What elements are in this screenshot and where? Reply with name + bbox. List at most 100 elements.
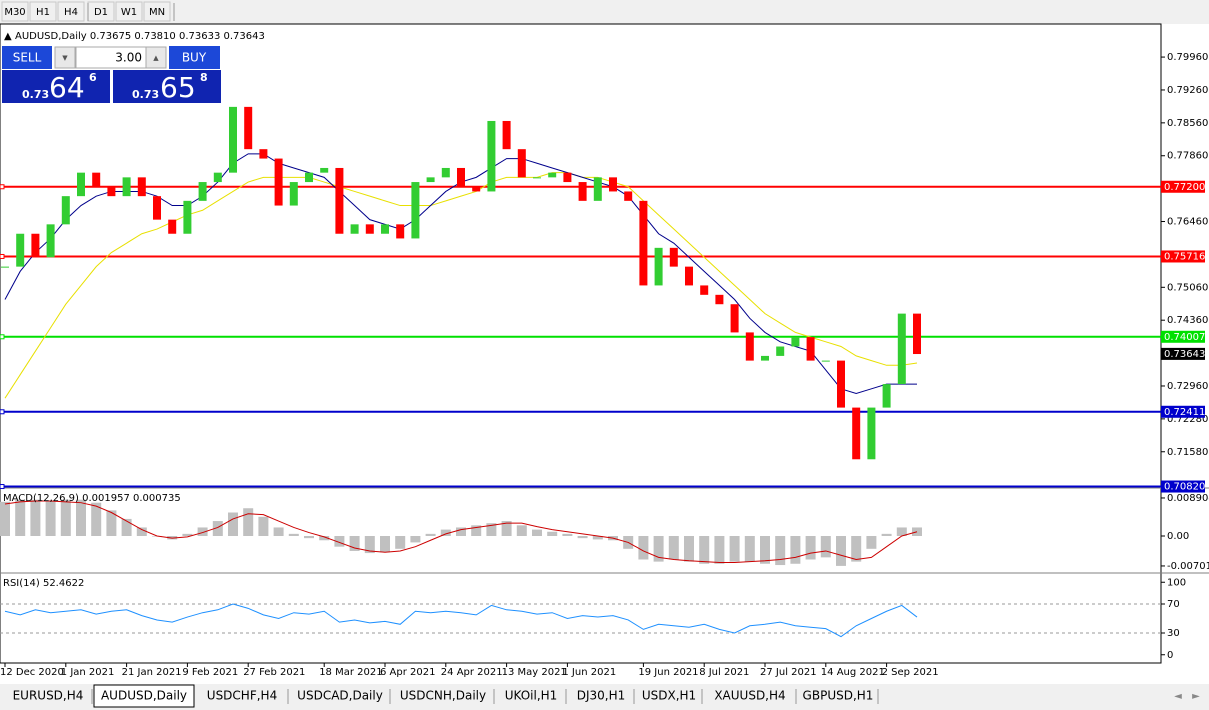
timeframe-button[interactable] xyxy=(57,1,85,22)
tab[interactable] xyxy=(290,687,390,706)
tab[interactable] xyxy=(496,687,566,706)
macd-bar xyxy=(440,529,451,537)
macd-bar xyxy=(653,536,664,562)
tab[interactable] xyxy=(392,687,494,706)
candle xyxy=(472,186,481,192)
tab[interactable] xyxy=(798,687,878,706)
timeframe-label[interactable]: H4 xyxy=(64,7,78,18)
tab[interactable] xyxy=(196,687,288,706)
y-tick-label: 0 xyxy=(1167,650,1173,661)
candle xyxy=(548,172,557,178)
y-tick-label: -0.007013 xyxy=(1167,561,1209,572)
x-tick-label: 27 Jul 2021 xyxy=(760,667,817,678)
tab-label[interactable]: XAUUSD,H4 xyxy=(714,689,785,703)
tab[interactable] xyxy=(568,687,634,706)
qty-up[interactable] xyxy=(145,46,167,69)
price-level-handle[interactable] xyxy=(0,253,5,259)
x-tick-label: 18 Mar 2021 xyxy=(319,667,382,678)
y-tick-label: 0.75060 xyxy=(1167,282,1208,293)
header-arrow: ▲ xyxy=(4,31,12,42)
macd-bar xyxy=(334,536,345,547)
tab[interactable] xyxy=(636,687,702,706)
macd-bar xyxy=(805,536,816,560)
y-tick-label: 0.77860 xyxy=(1167,151,1208,162)
candle xyxy=(624,191,633,201)
buy-label[interactable]: BUY xyxy=(182,51,207,65)
ask-box[interactable] xyxy=(113,70,221,103)
timeframe-button[interactable] xyxy=(143,1,171,22)
tab-label[interactable]: UKOil,H1 xyxy=(505,689,558,703)
qty-value[interactable]: 3.00 xyxy=(115,51,142,65)
macd-bar xyxy=(395,536,406,549)
candle xyxy=(837,360,845,408)
trade-panel: SELL ▼ 3.00 ▲ BUY 0.73 64 6 0.73 65 8 xyxy=(2,46,221,104)
price-level-handle[interactable] xyxy=(0,184,5,190)
sell-button[interactable] xyxy=(2,46,52,69)
y-tick-label: 0.72960 xyxy=(1167,381,1208,392)
y-tick-label: 70 xyxy=(1167,599,1180,610)
macd-bar xyxy=(851,536,862,562)
ask-prefix: 0.73 xyxy=(132,88,159,101)
macd-bar xyxy=(288,533,299,537)
candle xyxy=(821,360,830,362)
macd-bar xyxy=(197,527,208,537)
current-price-label: 0.73643 xyxy=(1164,349,1205,360)
y-tick-label: 0.79960 xyxy=(1167,52,1208,63)
timeframe-label[interactable]: M30 xyxy=(4,7,25,18)
tab-label[interactable]: USDCNH,Daily xyxy=(400,689,486,703)
macd-bar xyxy=(638,536,649,560)
qty-down[interactable] xyxy=(54,46,76,69)
macd-bar xyxy=(592,536,603,540)
tab-scroll-right[interactable]: ► xyxy=(1192,691,1200,702)
macd-bar xyxy=(471,525,482,537)
macd-bar xyxy=(486,523,497,537)
qty-down-icon: ▼ xyxy=(62,54,68,62)
tab[interactable] xyxy=(93,684,195,708)
timeframe-label[interactable]: MN xyxy=(149,7,165,18)
y-tick-label: 30 xyxy=(1167,628,1180,639)
timeframe-label[interactable]: W1 xyxy=(121,7,137,18)
tab-label[interactable]: EURUSD,H4 xyxy=(13,689,84,703)
timeframe-button[interactable] xyxy=(115,1,143,22)
timeframe-label[interactable]: D1 xyxy=(94,7,108,18)
candle xyxy=(715,294,724,305)
candle xyxy=(791,337,800,347)
candle xyxy=(46,224,55,258)
current-price-tag xyxy=(1161,347,1205,360)
price-level-handle[interactable] xyxy=(0,409,5,415)
candle xyxy=(897,313,906,385)
timeframe-button[interactable] xyxy=(1,1,29,22)
price-level-handle[interactable] xyxy=(0,334,5,340)
macd-bar xyxy=(896,527,907,537)
macd-bar xyxy=(547,531,558,537)
candle xyxy=(411,182,420,239)
macd-bar xyxy=(121,518,132,537)
x-tick-label: 19 Jun 2021 xyxy=(638,667,698,678)
macd-bar xyxy=(562,533,573,537)
timeframe-label[interactable]: H1 xyxy=(36,7,50,18)
tab-label[interactable]: DJ30,H1 xyxy=(577,689,626,703)
tab-label[interactable]: USDCAD,Daily xyxy=(297,689,383,703)
macd-bar xyxy=(380,536,390,553)
buy-button[interactable] xyxy=(169,46,220,69)
price-level-handle[interactable] xyxy=(0,484,5,490)
bid-box[interactable] xyxy=(2,70,110,103)
tab-label[interactable]: AUDUSD,Daily xyxy=(101,689,187,703)
candle xyxy=(153,196,161,220)
tab-label[interactable]: USDX,H1 xyxy=(642,689,696,703)
tab-label[interactable]: USDCHF,H4 xyxy=(207,689,277,703)
tab[interactable] xyxy=(704,687,796,706)
tab-label[interactable]: GBPUSD,H1 xyxy=(803,689,874,703)
y-tick-label: 0.78560 xyxy=(1167,118,1208,129)
macd-bar xyxy=(836,536,846,566)
tab[interactable] xyxy=(4,687,92,706)
sell-label[interactable]: SELL xyxy=(13,51,42,65)
tab-scroll-left[interactable]: ◄ xyxy=(1174,691,1182,702)
macd-bar xyxy=(0,501,10,537)
candle xyxy=(289,182,298,206)
candle xyxy=(61,196,70,225)
macd-bar xyxy=(273,527,284,537)
timeframe-button[interactable] xyxy=(29,1,57,22)
candle xyxy=(441,167,450,178)
